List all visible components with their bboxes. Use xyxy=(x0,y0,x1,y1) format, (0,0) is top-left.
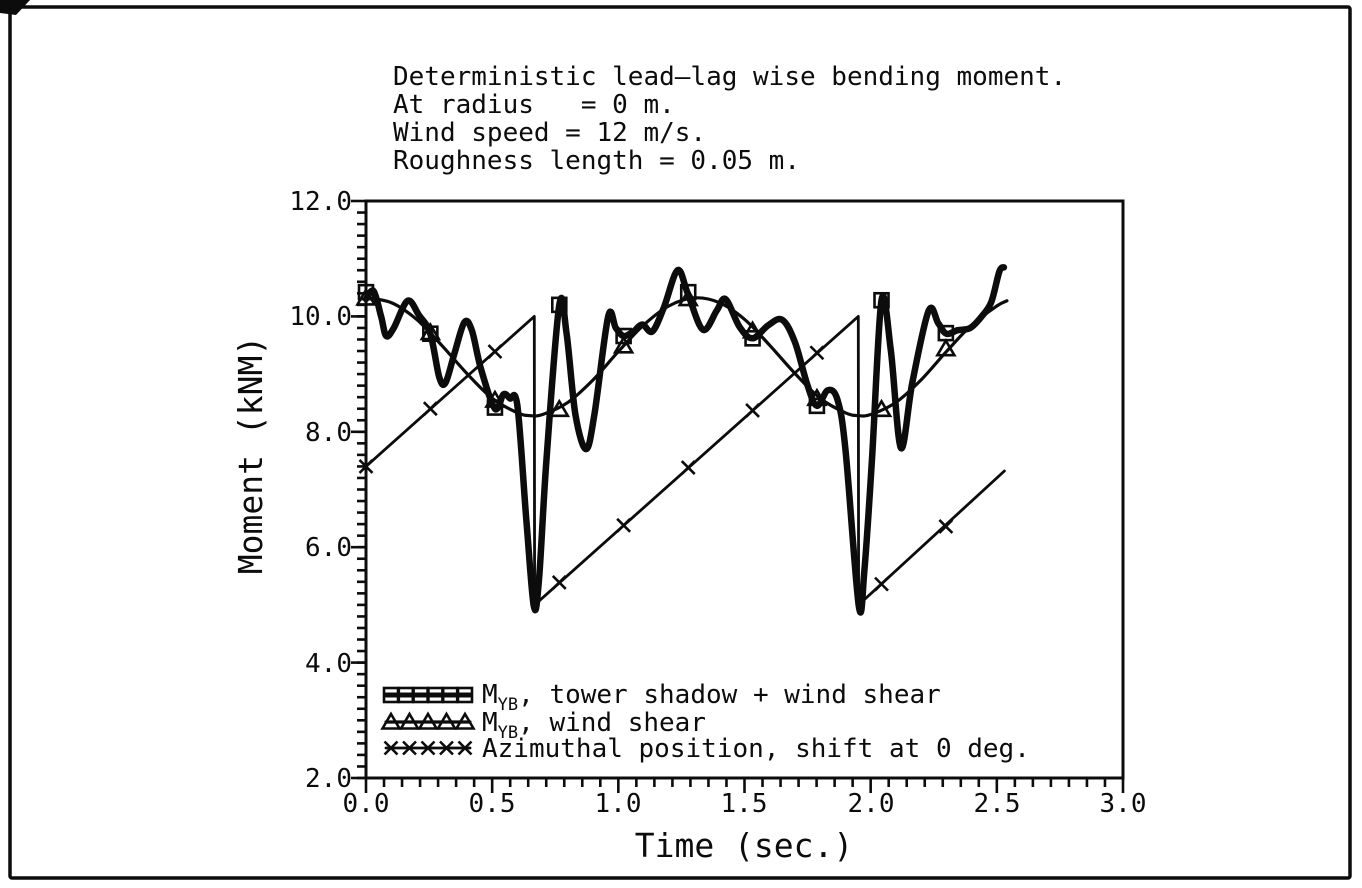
chart-title-block: Deterministic lead–lag wise bending mome… xyxy=(393,62,1066,176)
triangle-marker xyxy=(935,338,957,357)
x-marker xyxy=(616,517,632,533)
y-axis-title: Moment (kNM) xyxy=(231,336,270,574)
triangle-marker xyxy=(398,711,421,730)
triangle-marker xyxy=(380,711,402,730)
scan-border xyxy=(8,5,1352,880)
title-line-1: Deterministic lead–lag wise bending mome… xyxy=(393,62,1066,92)
legend-1-subscript: YB xyxy=(498,723,518,743)
series-markers-square xyxy=(357,283,955,416)
triangle-marker xyxy=(419,321,442,341)
x-tick-3.0: 3.0 xyxy=(1100,789,1147,819)
legend-0-subscript: YB xyxy=(498,695,518,715)
y-tick-12: 12.0 xyxy=(289,187,352,217)
square-marker xyxy=(744,330,761,347)
x-marker xyxy=(439,740,454,756)
triangle-marker xyxy=(870,398,893,418)
square-marker xyxy=(615,327,632,345)
x-tick-0.5: 0.5 xyxy=(469,789,516,819)
series-markers-x xyxy=(358,344,954,592)
legend-1-text: , wind shear xyxy=(518,708,706,738)
x-marker xyxy=(551,574,567,590)
series-line-x xyxy=(364,315,1006,607)
x-marker xyxy=(402,740,417,756)
legend-label-azimuthal: Azimuthal position, shift at 0 deg. xyxy=(482,734,1030,764)
legend: MYB, tower shadow + wind shear MYB, wind… xyxy=(380,680,1030,764)
x-marker xyxy=(487,344,503,360)
square-marker xyxy=(808,397,826,415)
legend-sample-x xyxy=(383,740,473,756)
legend-label-tower-shadow: MYB, tower shadow + wind shear xyxy=(482,680,941,715)
x-tick-2.5: 2.5 xyxy=(974,789,1021,819)
title-line-4: Roughness length = 0.05 m. xyxy=(393,146,800,176)
legend-sample-triangle xyxy=(380,711,476,730)
series-markers-triangle xyxy=(355,287,957,418)
legend-marker-samples xyxy=(380,686,476,756)
x-marker xyxy=(680,460,696,475)
square-marker xyxy=(937,324,955,342)
x-marker xyxy=(457,740,473,756)
square-marker xyxy=(550,296,568,314)
y-tick-8: 8.0 xyxy=(305,418,352,448)
scan-corner-mark xyxy=(0,0,30,15)
x-tick-0.0: 0.0 xyxy=(343,789,390,819)
y-tick-10: 10.0 xyxy=(289,302,352,332)
x-marker xyxy=(383,740,399,756)
legend-1-prefix: M xyxy=(482,708,498,738)
triangle-marker xyxy=(548,398,571,418)
x-tick-1.5: 1.5 xyxy=(721,789,768,819)
triangle-marker xyxy=(435,711,458,730)
x-axis-title: Time (sec.) xyxy=(635,826,854,865)
square-marker xyxy=(456,686,474,704)
x-marker xyxy=(745,403,760,418)
legend-0-prefix: M xyxy=(482,680,498,710)
y-tick-6: 6.0 xyxy=(305,533,352,563)
x-marker xyxy=(809,345,825,361)
x-axis-tick-labels: 0.0 0.5 1.0 1.5 2.0 2.5 3.0 xyxy=(343,789,1147,819)
x-marker xyxy=(422,401,438,417)
title-line-3: Wind speed = 12 m/s. xyxy=(393,118,706,148)
square-marker xyxy=(873,291,890,309)
triangle-marker xyxy=(454,711,476,730)
legend-sample-square xyxy=(382,686,474,704)
triangle-marker xyxy=(355,287,377,306)
y-tick-2: 2.0 xyxy=(305,764,352,794)
y-axis-tick-labels: 12.0 10.0 8.0 6.0 4.0 2.0 xyxy=(289,187,352,794)
triangle-marker xyxy=(677,287,699,307)
legend-label-wind-shear: MYB, wind shear xyxy=(482,708,706,743)
title-line-2: At radius = 0 m. xyxy=(393,90,675,120)
x-marker xyxy=(874,576,889,592)
x-tick-2.0: 2.0 xyxy=(848,789,895,819)
y-tick-4: 4.0 xyxy=(305,649,352,679)
x-tick-1.0: 1.0 xyxy=(595,789,642,819)
triangle-marker xyxy=(612,335,635,354)
series-line-square xyxy=(362,264,1008,616)
x-marker xyxy=(358,459,374,474)
square-marker xyxy=(486,399,504,416)
triangle-marker xyxy=(417,711,439,730)
square-marker xyxy=(357,283,375,301)
square-marker xyxy=(422,325,439,343)
x-marker xyxy=(938,519,954,534)
x-marker xyxy=(420,740,436,756)
axis-ticks xyxy=(351,199,1125,793)
data-series xyxy=(355,264,1009,616)
square-marker xyxy=(679,283,697,301)
legend-0-text: , tower shadow + wind shear xyxy=(518,680,941,710)
